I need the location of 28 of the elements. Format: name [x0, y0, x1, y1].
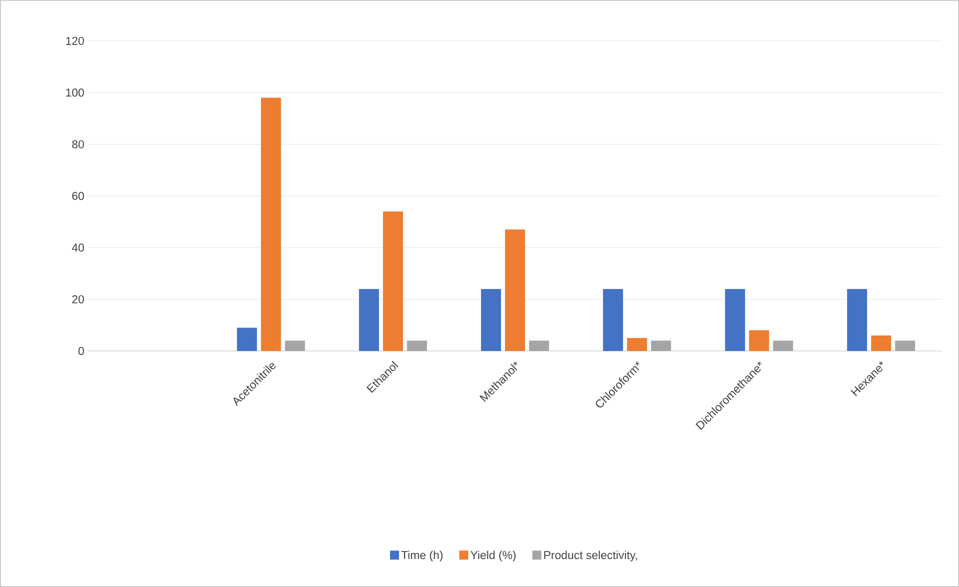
y-tick-label: 60 [72, 192, 84, 200]
bar [773, 340, 794, 352]
bar [603, 288, 624, 352]
bar [236, 328, 257, 352]
y-tick-label: 100 [66, 88, 84, 97]
y-tick-label: 80 [72, 140, 84, 148]
legend-label: Product selectivity, [544, 550, 637, 562]
bar [529, 340, 550, 352]
bar [358, 288, 379, 352]
y-tick-label: 40 [72, 244, 84, 252]
y-tick-label: 0 [78, 346, 84, 356]
bar [284, 340, 305, 352]
bar [406, 340, 427, 352]
legend-label: Yield (%) [470, 550, 516, 562]
bar [260, 98, 281, 352]
bar [749, 330, 770, 352]
bar [481, 288, 502, 352]
bar [505, 230, 526, 352]
bar [895, 340, 916, 352]
bar [651, 340, 672, 352]
bar [847, 288, 868, 352]
y-tick-label: 120 [66, 36, 84, 45]
y-tick-label: 20 [72, 295, 84, 304]
bar [627, 338, 648, 352]
bar [871, 336, 892, 352]
bar [382, 211, 403, 352]
bar [725, 288, 746, 352]
legend-label: Time (h) [401, 550, 443, 562]
